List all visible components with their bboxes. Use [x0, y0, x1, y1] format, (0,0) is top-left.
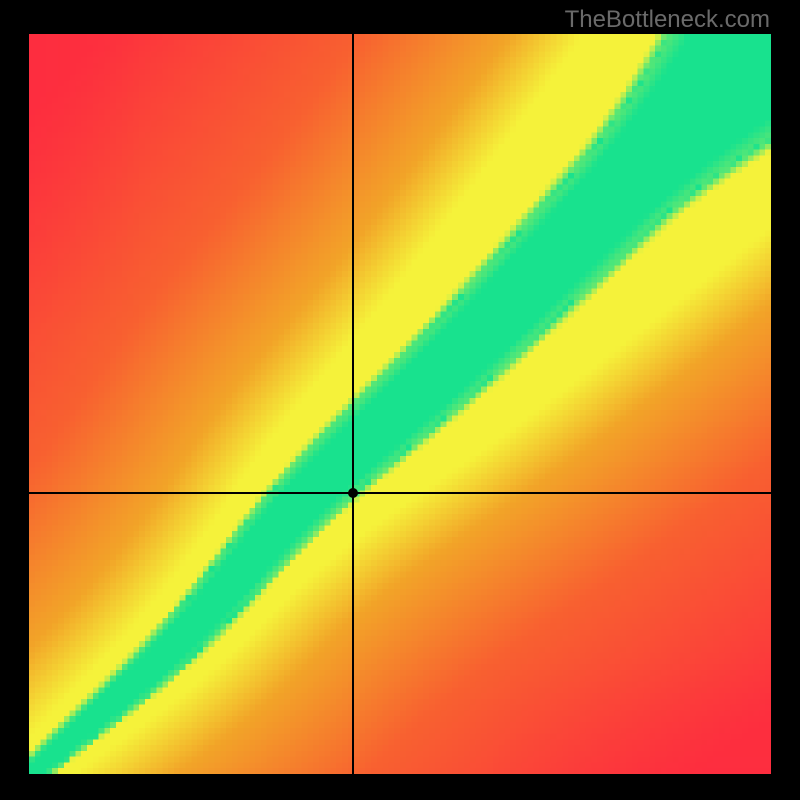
chart-container: TheBottleneck.com [0, 0, 800, 800]
crosshair-vertical [352, 34, 354, 774]
watermark-text: TheBottleneck.com [565, 6, 770, 34]
bottleneck-heatmap [29, 34, 771, 774]
data-point-marker [348, 488, 358, 498]
crosshair-horizontal [29, 492, 771, 494]
